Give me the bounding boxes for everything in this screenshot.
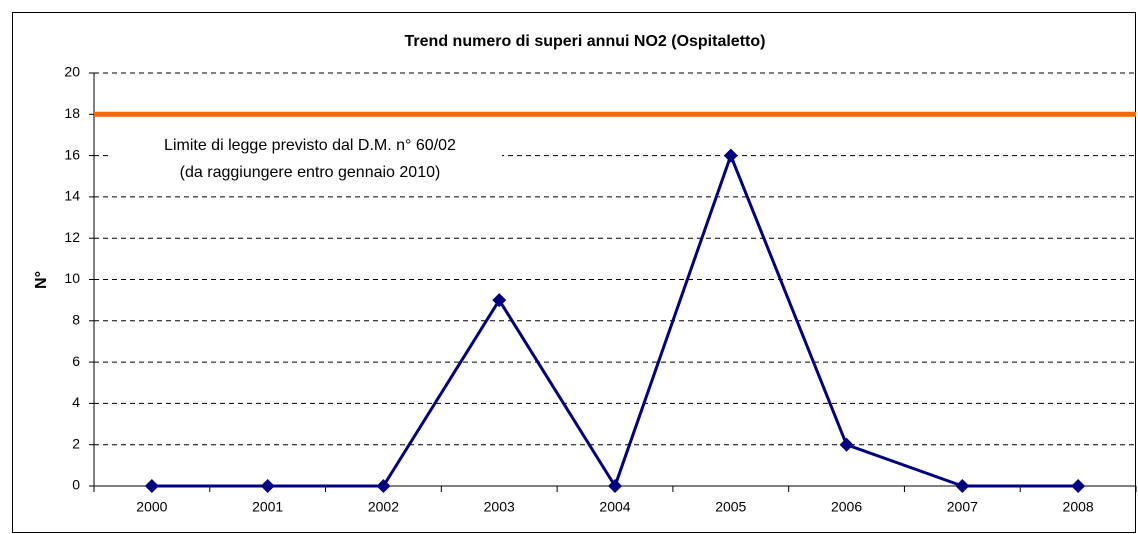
- y-tick-label: 2: [72, 435, 80, 451]
- series-line: [151, 154, 1079, 488]
- data-point: [260, 479, 275, 493]
- data-point: [608, 479, 622, 493]
- y-axis-label: N°: [33, 271, 50, 289]
- y-tick-label: 4: [72, 394, 80, 410]
- data-point: [839, 437, 854, 452]
- annotation: (da raggiungere entro gennaio 2010): [180, 164, 441, 181]
- x-tick-label: 2002: [368, 499, 399, 515]
- x-tick-label: 2000: [136, 499, 167, 515]
- y-tick-label: 14: [64, 188, 80, 204]
- data-point: [955, 479, 970, 493]
- x-tick-label: 2006: [831, 499, 862, 515]
- annotation: Limite di legge previsto dal D.M. n° 60/…: [164, 137, 456, 154]
- data-point: [376, 479, 391, 493]
- x-tick-label: 2008: [1063, 499, 1094, 515]
- x-tick-label: 2007: [947, 499, 978, 515]
- y-tick-label: 8: [72, 312, 80, 328]
- y-tick-label: 6: [72, 353, 80, 369]
- chart-title: Trend numero di superi annui NO2 (Ospita…: [405, 33, 766, 50]
- data-point: [723, 148, 738, 163]
- annotation-box: [112, 130, 502, 188]
- y-tick-label: 0: [72, 477, 80, 493]
- x-tick-label: 2001: [252, 499, 283, 515]
- y-tick-label: 12: [64, 229, 80, 245]
- x-tick-label: 2004: [599, 499, 630, 515]
- y-tick-label: 18: [64, 105, 80, 121]
- chart-frame: [12, 12, 1136, 533]
- data-point: [1071, 479, 1086, 493]
- data-point: [144, 479, 159, 493]
- y-tick-label: 10: [64, 270, 80, 286]
- x-tick-label: 2003: [484, 499, 515, 515]
- y-tick-label: 16: [64, 146, 80, 162]
- data-point: [492, 293, 507, 308]
- x-tick-label: 2005: [715, 499, 746, 515]
- y-tick-label: 20: [64, 64, 80, 80]
